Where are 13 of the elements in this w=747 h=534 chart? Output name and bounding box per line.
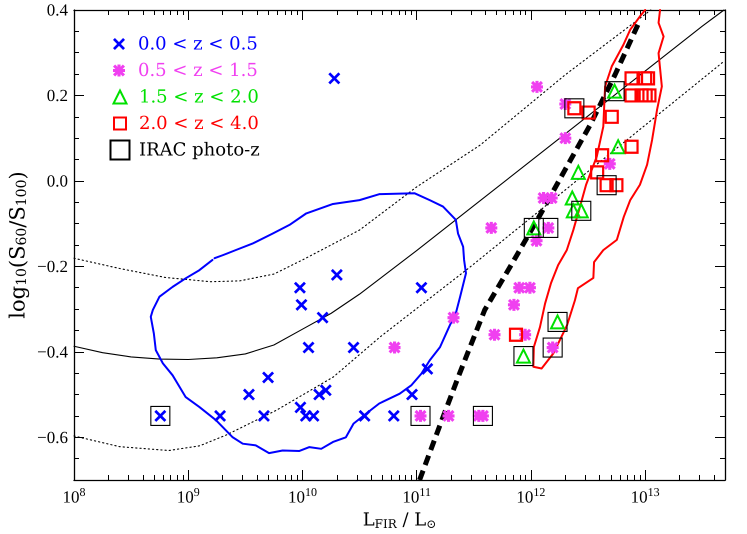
y-tick-label: 0.0 xyxy=(46,171,68,190)
legend-label: IRAC photo-z xyxy=(139,140,260,160)
legend-label: 1.5 < z < 2.0 xyxy=(139,86,259,108)
y-tick-label: −0.2 xyxy=(37,256,68,276)
legend-label: 0.5 < z < 1.5 xyxy=(138,60,258,81)
legend-label: 0.0 < z < 0.5 xyxy=(138,34,258,54)
y-tick-label: 0.2 xyxy=(46,86,68,105)
y-tick-label: 0.4 xyxy=(46,0,68,20)
y-tick-label: −0.6 xyxy=(37,428,68,447)
y-tick-label: −0.4 xyxy=(37,342,68,362)
legend-label: 2.0 < z < 4.0 xyxy=(139,113,259,134)
x-axis-title: LFIR / L⊙ xyxy=(362,510,436,531)
y-axis-title: log10(S60/S100) xyxy=(6,171,30,319)
